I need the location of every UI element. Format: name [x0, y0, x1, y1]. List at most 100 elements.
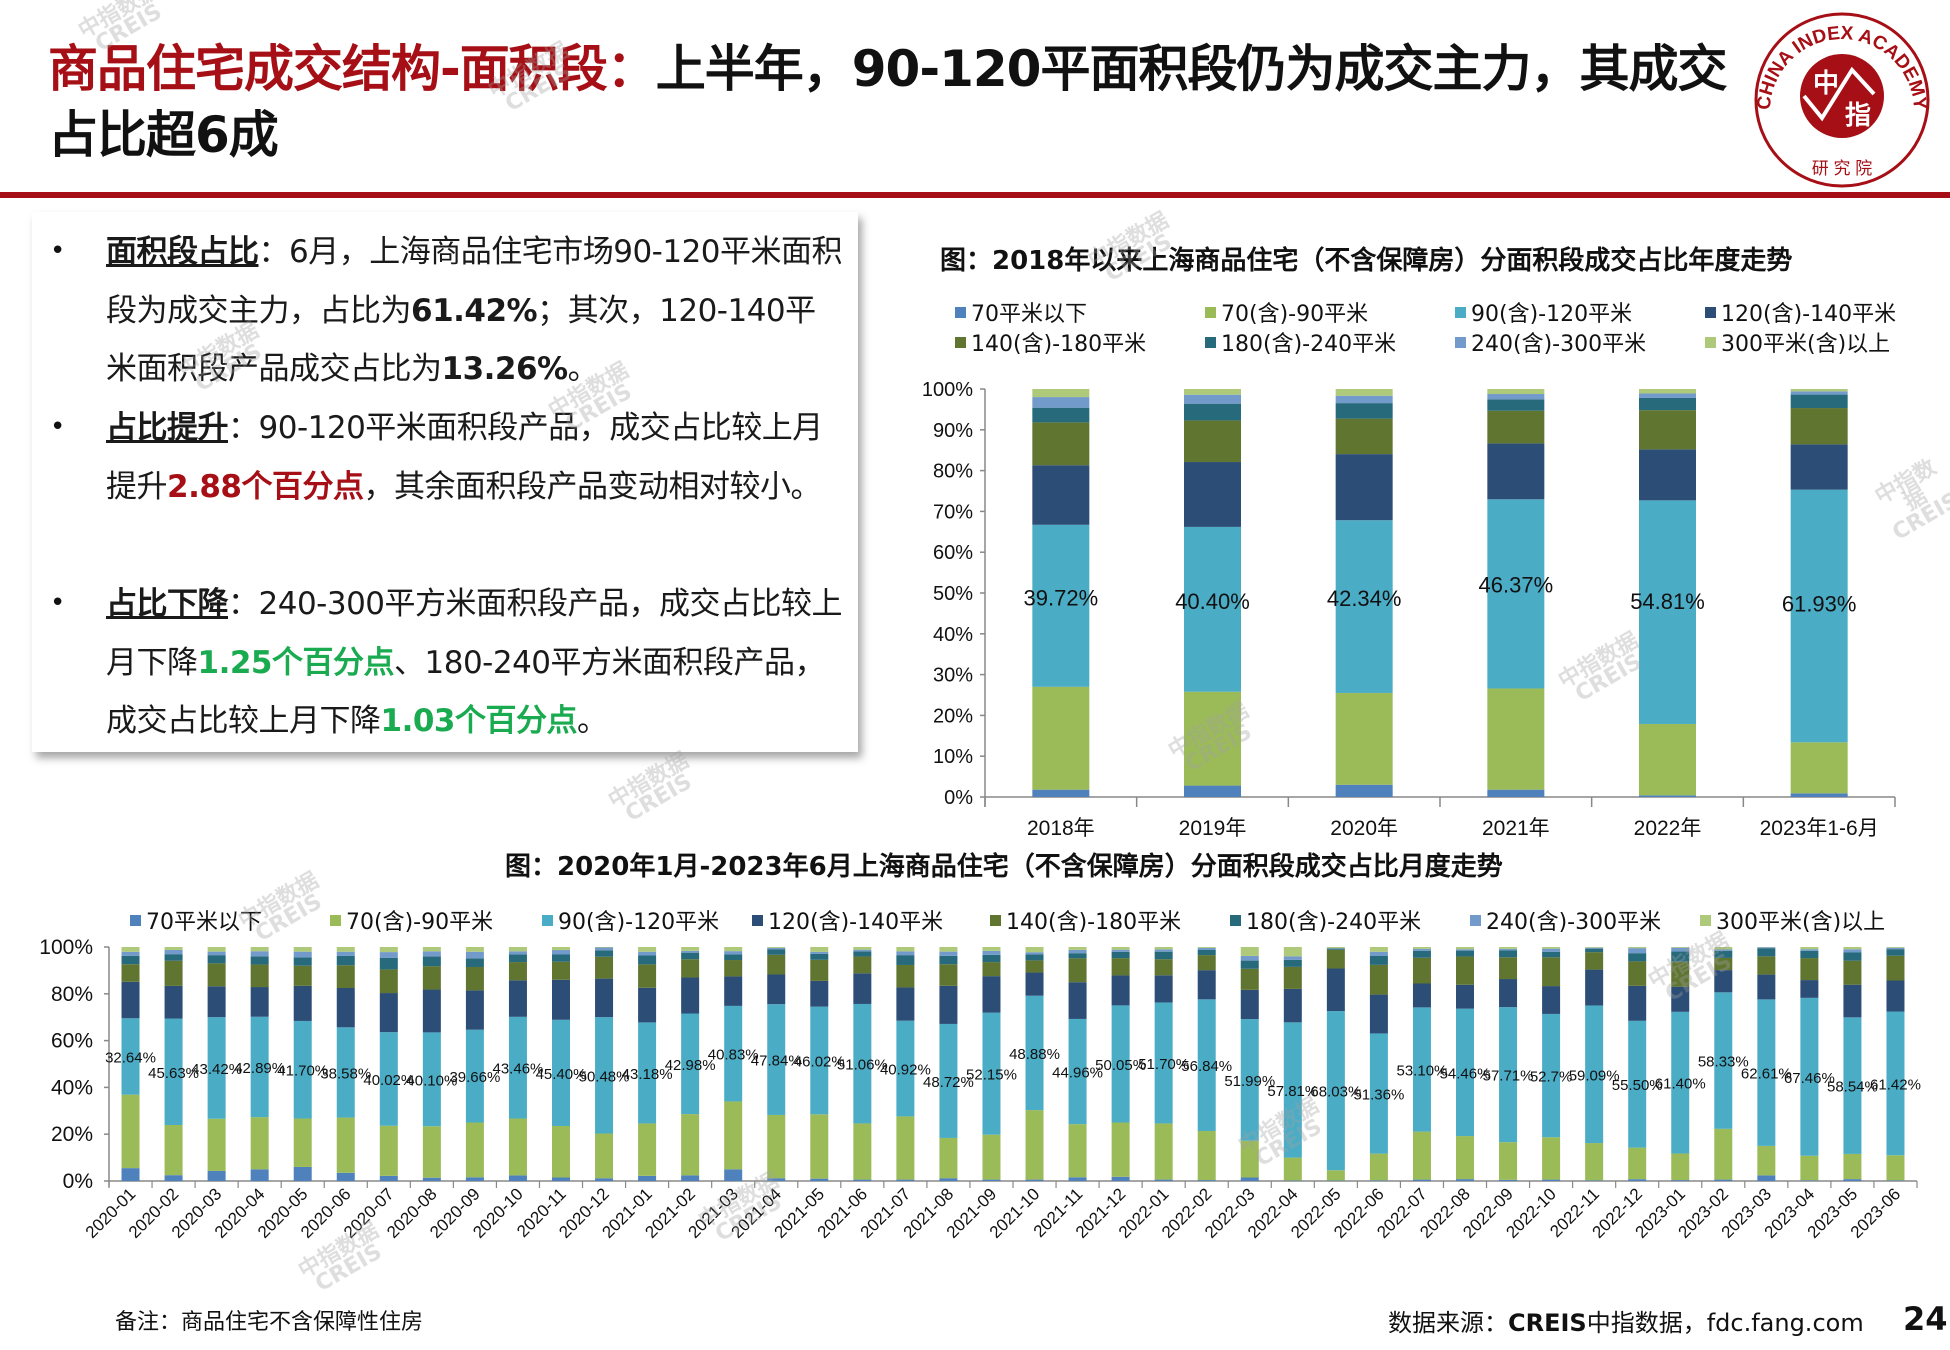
- bar-segment: [638, 955, 657, 965]
- legend-swatch: [130, 914, 141, 926]
- bar-segment: [422, 1032, 441, 1127]
- bar-segment: [250, 1117, 269, 1170]
- data-label: 61.93%: [1782, 591, 1857, 616]
- bar-segment: [1326, 949, 1345, 969]
- y-tick-label: 30%: [933, 665, 973, 687]
- bar-segment: [1111, 1122, 1130, 1177]
- bar-segment: [250, 987, 269, 1017]
- china-index-academy-logo: CHINA INDEX ACADEMY 中 指 研 究 院: [1754, 12, 1930, 188]
- y-tick-label: 10%: [933, 746, 973, 768]
- bar-segment: [853, 947, 872, 950]
- y-tick-label: 100%: [39, 936, 93, 959]
- bar-segment: [1240, 960, 1259, 969]
- x-tick-label: 2023年1-6月: [1760, 817, 1879, 840]
- bar-segment: [724, 1101, 743, 1170]
- bar-segment: [465, 958, 484, 967]
- bar-segment: [1240, 968, 1259, 990]
- legend-label: 70(含)-90平米: [1221, 302, 1369, 327]
- bar-segment: [853, 1003, 872, 1124]
- data-label: 39.66%: [449, 1069, 500, 1086]
- bar-segment: [1369, 1153, 1388, 1181]
- bar-segment: [1240, 989, 1259, 1020]
- bar-segment: [1714, 950, 1733, 958]
- bar-segment: [1487, 394, 1545, 400]
- bar-segment: [595, 947, 614, 948]
- bar-segment: [121, 1018, 140, 1095]
- bar-segment: [1628, 961, 1647, 986]
- bar-segment: [1032, 686, 1090, 790]
- legend-swatch: [955, 336, 966, 348]
- y-tick-label: 0%: [63, 1170, 93, 1193]
- bar-segment: [164, 949, 183, 955]
- bar-segment: [939, 985, 958, 1024]
- bar-segment: [1628, 1179, 1647, 1181]
- bar-segment: [595, 947, 614, 951]
- bar-segment: [681, 1175, 700, 1181]
- bar-segment: [1335, 784, 1393, 797]
- bar-segment: [1283, 956, 1302, 960]
- bar-segment: [1671, 947, 1690, 948]
- bar-segment: [1456, 956, 1474, 985]
- bar-segment: [1240, 955, 1259, 961]
- bar-segment: [1843, 947, 1862, 950]
- data-label: 51.06%: [837, 1057, 888, 1074]
- bar-segment: [1487, 410, 1545, 444]
- bar-segment: [207, 951, 226, 956]
- bar-segment: [1025, 995, 1044, 1111]
- bar-segment: [1800, 950, 1819, 959]
- bar-segment: [379, 1125, 398, 1176]
- annual-stacked-bar-chart: 0% 10% 20% 30% 40% 50% 60% 70% 80% 90% 100% 2018年 39…: [922, 379, 1896, 840]
- monthly-chart-legend: 70平米以下 70(含)-90平米 90(含)-120平米 120(含)-140平米 1…: [130, 904, 1930, 936]
- data-label: 43.18%: [622, 1066, 673, 1083]
- bar-segment: [164, 1175, 183, 1181]
- bar-segment: [293, 947, 312, 952]
- bar-segment: [207, 1017, 226, 1119]
- bar-segment: [681, 947, 700, 951]
- bar-segment: [1335, 692, 1393, 785]
- data-label: 62.61%: [1741, 1066, 1792, 1083]
- data-label: 56.84%: [1181, 1058, 1232, 1075]
- legend-item: 140(含)-180平米: [990, 904, 1181, 936]
- bar-segment: [379, 993, 398, 1033]
- legend-swatch: [1705, 336, 1716, 348]
- bar-segment: [1800, 1180, 1819, 1181]
- bar-segment: [595, 950, 614, 957]
- bar-segment: [1326, 1170, 1345, 1181]
- bar-segment: [1154, 975, 1173, 1003]
- y-tick-label: 80%: [933, 461, 973, 483]
- bar-segment: [1585, 1143, 1604, 1181]
- bar-segment: [595, 1133, 614, 1179]
- bar-segment: [1800, 997, 1819, 1156]
- bar-segment: [1886, 947, 1905, 950]
- legend-swatch: [330, 914, 341, 926]
- bar-segment: [293, 1020, 312, 1119]
- bar-segment: [853, 949, 872, 952]
- y-tick-label: 40%: [933, 624, 973, 646]
- bar-segment: [1487, 789, 1545, 797]
- bar-segment: [767, 1004, 786, 1115]
- highlight-value: 13.26%: [441, 351, 569, 387]
- bar-segment: [1111, 951, 1130, 959]
- bar-segment: [724, 1169, 743, 1181]
- bar-segment: [1790, 408, 1848, 445]
- legend-label: 240(含)-300平米: [1486, 910, 1662, 935]
- bar-segment: [1412, 983, 1431, 1008]
- bar-segment: [1628, 953, 1647, 962]
- bar-segment: [724, 976, 743, 1006]
- bar-segment: [767, 974, 786, 1005]
- bar-segment: [1499, 979, 1518, 1008]
- legend-item: 180(含)-240平米: [1230, 904, 1421, 936]
- bar-segment: [810, 953, 829, 960]
- bar-segment: [1184, 403, 1241, 421]
- bullet-text: ，其余面积段产品变动相对较小。: [363, 468, 822, 505]
- bullet-dot: •: [50, 588, 66, 618]
- summary-bullet-area-share: 面积段占比：6月，上海商品住宅市场90-120平米面积段为成交主力，占比为61.…: [106, 223, 846, 399]
- bar-segment: [293, 951, 312, 958]
- bar-segment: [638, 1123, 657, 1176]
- bar-segment: [896, 987, 915, 1021]
- bar-segment: [1639, 389, 1696, 394]
- bar-segment: [1456, 949, 1474, 951]
- monthly-stacked-bar-chart: 0%20%40%60%80%100%2020-0132.64%2020-0245…: [39, 936, 1921, 1242]
- bar-segment: [1184, 394, 1241, 404]
- bar-segment: [508, 1118, 527, 1176]
